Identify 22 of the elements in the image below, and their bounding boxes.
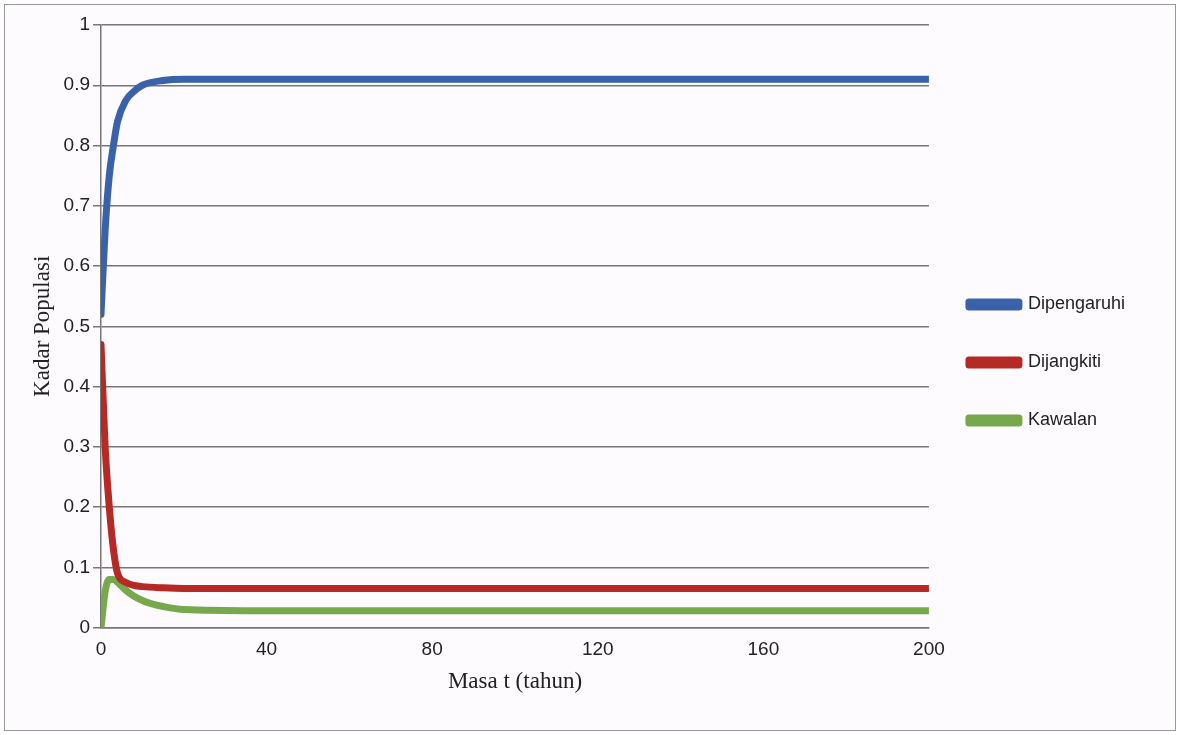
y-tick-label: 0.6 — [63, 254, 91, 276]
x-tick-label: 120 — [581, 638, 614, 660]
x-tick-label: 0 — [95, 638, 107, 660]
y-tick-label: 0.9 — [63, 73, 91, 95]
x-axis-title: Masa t (tahun) — [447, 668, 583, 694]
x-tick-label: 40 — [256, 638, 278, 660]
y-tick-label: 0.2 — [63, 495, 91, 517]
legend-label: Dijangkiti — [1027, 351, 1101, 372]
x-tick-label: 200 — [913, 638, 945, 660]
x-tick-label: 160 — [747, 638, 780, 660]
legend-label: Kawalan — [1027, 409, 1097, 430]
y-tick-label: 1 — [79, 13, 91, 35]
x-tick-label: 80 — [421, 638, 443, 660]
y-tick-label: 0.7 — [63, 194, 91, 216]
y-tick-label: 0 — [79, 615, 91, 637]
y-tick-label: 0.3 — [63, 435, 91, 457]
y-tick-label: 0.8 — [63, 133, 91, 155]
y-tick-label: 0.4 — [63, 374, 91, 396]
y-tick-label: 0.1 — [63, 555, 91, 577]
y-tick-label: 0.5 — [63, 314, 91, 336]
legend-label: Dipengaruhi — [1027, 293, 1126, 314]
y-axis-title: Kadar Populasi — [28, 255, 54, 397]
